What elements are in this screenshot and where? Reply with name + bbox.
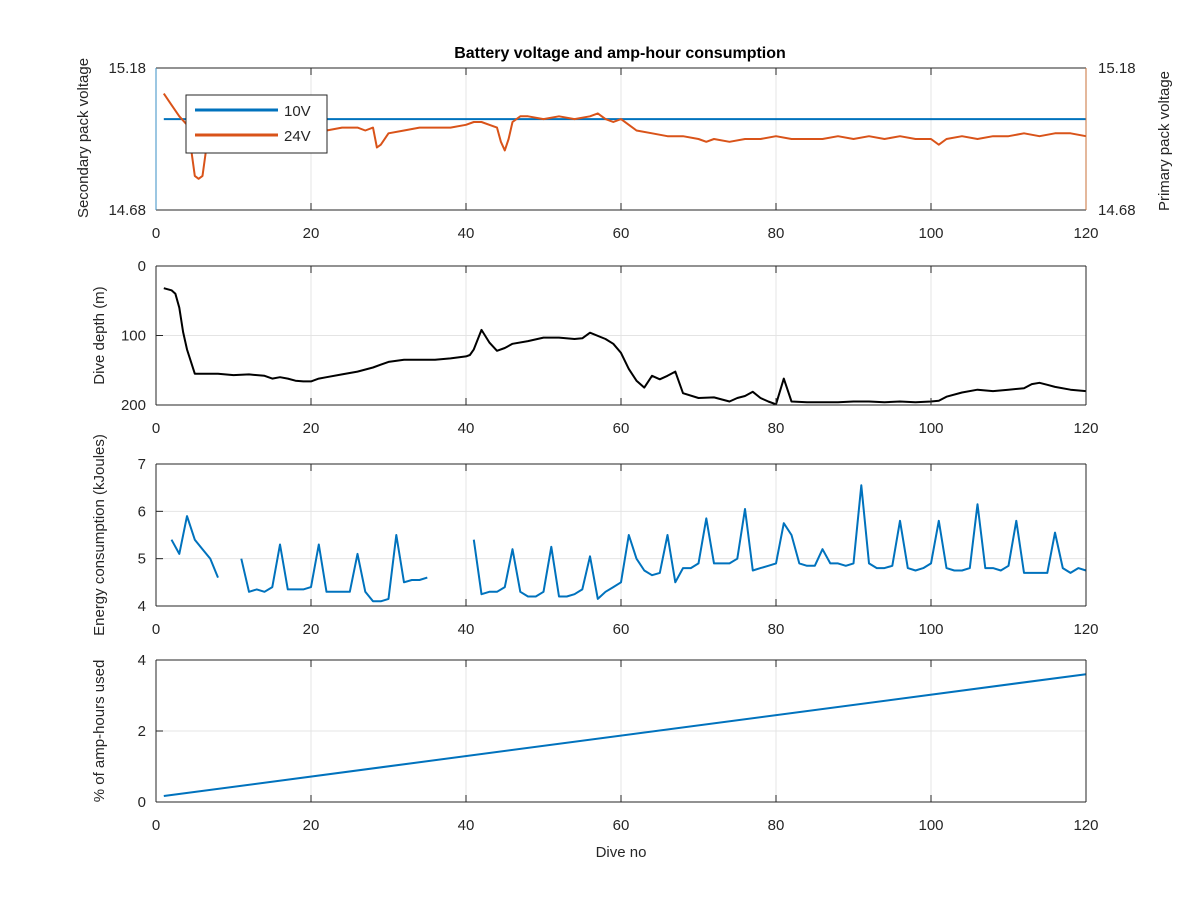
y-axis-label: Energy consumption (kJoules)	[91, 434, 108, 636]
x-tick-label: 0	[152, 420, 160, 437]
y-tick-label: 6	[138, 503, 146, 520]
legend-label-24v: 24V	[284, 128, 311, 145]
series-line-2	[163, 287, 1087, 406]
y-axis-label: % of amp-hours used	[91, 660, 108, 803]
x-tick-label: 40	[458, 225, 475, 242]
series-line-4	[163, 673, 1087, 797]
y-axis-label-right: Primary pack voltage	[1156, 71, 1173, 211]
chart-title: Battery voltage and amp-hour consumption	[454, 45, 786, 62]
x-tick-label: 80	[768, 817, 785, 834]
x-tick-label: 80	[768, 420, 785, 437]
x-tick-label: 0	[152, 817, 160, 834]
x-tick-label: 80	[768, 225, 785, 242]
x-tick-label: 100	[918, 621, 943, 638]
y-tick-label: 15.18	[108, 60, 146, 77]
x-tick-label: 120	[1073, 225, 1098, 242]
x-tick-label: 120	[1073, 420, 1098, 437]
x-tick-label: 80	[768, 621, 785, 638]
x-tick-label: 100	[918, 420, 943, 437]
series-segment-3	[472, 484, 1087, 600]
x-tick-label: 120	[1073, 621, 1098, 638]
x-tick-label: 100	[918, 225, 943, 242]
y-right-tick-label: 14.68	[1098, 202, 1136, 219]
y-right-tick-label: 15.18	[1098, 60, 1136, 77]
x-tick-label: 60	[613, 225, 630, 242]
x-tick-label: 100	[918, 817, 943, 834]
y-axis-label: Dive depth (m)	[91, 286, 108, 384]
x-tick-label: 40	[458, 420, 475, 437]
y-tick-label: 5	[138, 551, 146, 568]
y-tick-label: 0	[138, 794, 146, 811]
x-tick-label: 0	[152, 621, 160, 638]
x-tick-label: 40	[458, 621, 475, 638]
y-tick-label: 4	[138, 598, 146, 615]
y-tick-label: 200	[121, 397, 146, 414]
y-tick-label: 100	[121, 328, 146, 345]
x-tick-label: 120	[1073, 817, 1098, 834]
legend-label-10v: 10V	[284, 103, 311, 120]
x-tick-label: 20	[303, 817, 320, 834]
series-segment-1	[170, 515, 219, 578]
x-tick-label: 60	[613, 817, 630, 834]
x-tick-label: 20	[303, 420, 320, 437]
x-tick-label: 0	[152, 225, 160, 242]
x-tick-label: 40	[458, 817, 475, 834]
legend-box	[185, 94, 328, 154]
x-tick-label: 60	[613, 621, 630, 638]
y-tick-label: 4	[138, 652, 146, 669]
y-tick-label: 7	[138, 456, 146, 473]
y-tick-label: 2	[138, 723, 146, 740]
x-tick-label: 60	[613, 420, 630, 437]
y-axis-label-left: Secondary pack voltage	[75, 58, 92, 218]
y-tick-label: 14.68	[108, 202, 146, 219]
x-tick-label: 20	[303, 621, 320, 638]
x-tick-label: 20	[303, 225, 320, 242]
series-segment-2	[240, 534, 428, 603]
y-tick-label: 0	[138, 258, 146, 275]
x-axis-label: Dive no	[596, 844, 647, 861]
